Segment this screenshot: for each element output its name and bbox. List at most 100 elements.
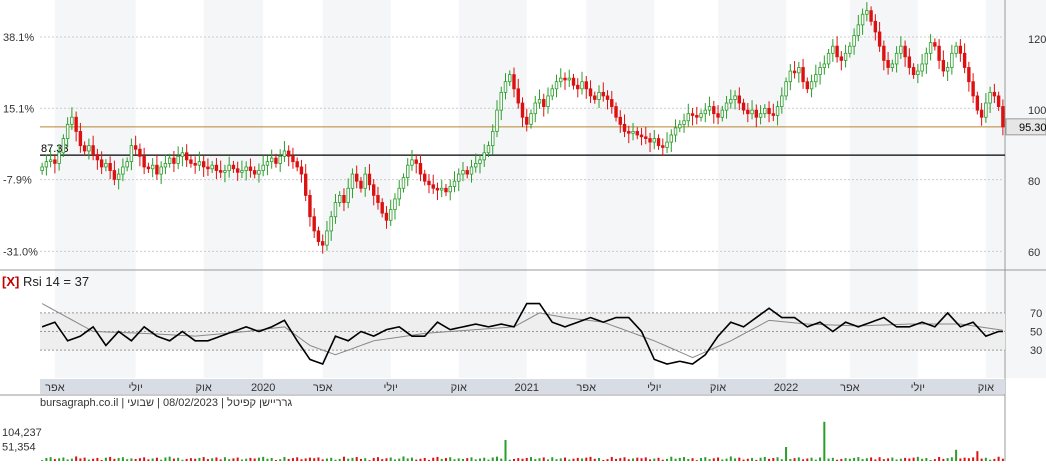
candle-body: [742, 103, 745, 110]
right-axis-tick-label: 100: [1028, 105, 1046, 117]
candle-body: [513, 75, 516, 89]
volume-bar: [611, 457, 613, 461]
candle-body: [130, 146, 133, 162]
candle-body: [666, 142, 669, 147]
candle-body: [883, 46, 886, 60]
candle-body: [143, 156, 146, 167]
candle-body: [781, 96, 784, 107]
candle-body: [368, 174, 371, 185]
candle-body: [870, 11, 873, 22]
rsi-close-button[interactable]: [X]: [2, 274, 19, 289]
candle-body: [415, 160, 418, 164]
candle-body: [925, 53, 928, 64]
candle-body: [117, 174, 120, 179]
candle-body: [194, 163, 197, 165]
candle-body: [364, 174, 367, 188]
volume-bar: [530, 457, 532, 461]
candle-body: [483, 153, 486, 160]
candle-body: [41, 167, 44, 171]
candle-body: [1002, 107, 1005, 127]
candle-body: [610, 99, 613, 106]
candle-body: [292, 156, 295, 161]
x-axis-tick-label: יולי: [384, 381, 398, 394]
x-axis-tick-label: אפר: [577, 382, 597, 394]
candle-body: [491, 131, 494, 145]
candle-body: [474, 163, 477, 167]
candle-body: [589, 89, 592, 96]
candle-body: [653, 139, 656, 143]
candle-body: [173, 158, 176, 163]
candle-body: [402, 178, 405, 189]
volume-bar: [262, 457, 264, 461]
candle-body: [270, 158, 273, 162]
rsi-level-label: 70: [1030, 308, 1042, 320]
candle-body: [891, 64, 894, 68]
candle-body: [551, 89, 554, 96]
x-axis-tick-label: 2022: [774, 382, 798, 394]
candle-body: [241, 171, 244, 173]
candle-body: [934, 43, 937, 47]
x-axis-tick-label: יולי: [128, 381, 142, 394]
candle-body: [58, 153, 61, 164]
left-axis-tick-label: 38.1%: [3, 32, 34, 44]
candle-body: [598, 92, 601, 99]
candle-body: [525, 117, 528, 124]
candle-body: [661, 146, 664, 148]
candle-body: [279, 156, 282, 163]
candle-body: [88, 146, 91, 151]
candle-body: [236, 169, 239, 173]
candle-body: [691, 114, 694, 116]
candle-body: [623, 124, 626, 131]
candle-body: [619, 117, 622, 124]
candle-body: [793, 71, 796, 73]
candle-body: [849, 46, 852, 53]
candle-body: [360, 181, 363, 188]
candle-body: [717, 114, 720, 118]
candle-body: [45, 162, 48, 167]
last-price-label: 95.30: [1019, 122, 1046, 134]
candle-body: [985, 103, 988, 117]
candle-body: [338, 195, 341, 202]
candle-body: [283, 151, 286, 156]
candle-body: [449, 187, 452, 192]
x-axis-tick-label: אוק: [196, 382, 212, 394]
candle-body: [508, 75, 511, 82]
candle-body: [347, 188, 350, 202]
candle-body: [432, 185, 435, 189]
volume-bar: [823, 422, 825, 461]
candle-body: [989, 92, 992, 103]
volume-bar: [670, 457, 672, 461]
volume-bar: [283, 457, 285, 461]
candle-body: [177, 156, 180, 163]
candle-body: [942, 60, 945, 71]
candle-body: [321, 242, 324, 246]
candle-body: [105, 163, 108, 167]
candle-body: [504, 82, 507, 93]
x-axis-tick-label: אפר: [840, 382, 860, 394]
candle-body: [751, 110, 754, 114]
candle-body: [640, 135, 643, 137]
volume-bar: [951, 457, 953, 461]
candle-body: [547, 96, 550, 107]
candle-body: [857, 25, 860, 36]
candle-body: [564, 78, 567, 80]
candle-body: [980, 110, 983, 117]
candle-body: [819, 68, 822, 75]
volume-bar: [938, 457, 940, 461]
volume-bar: [955, 450, 957, 461]
candle-body: [568, 78, 571, 80]
right-axis-tick-label: 80: [1028, 176, 1040, 188]
candle-body: [181, 153, 184, 157]
volume-bar: [109, 457, 111, 461]
candle-body: [806, 82, 809, 89]
candle-body: [615, 107, 618, 118]
volume-bar: [449, 457, 451, 461]
volume-axis-label: 51,354: [2, 442, 36, 454]
candle-body: [479, 160, 482, 164]
candle-body: [678, 124, 681, 128]
candle-body: [436, 188, 439, 190]
candle-body: [428, 181, 431, 185]
candle-body: [534, 103, 537, 114]
candle-body: [959, 46, 962, 53]
candle-body: [385, 213, 388, 220]
